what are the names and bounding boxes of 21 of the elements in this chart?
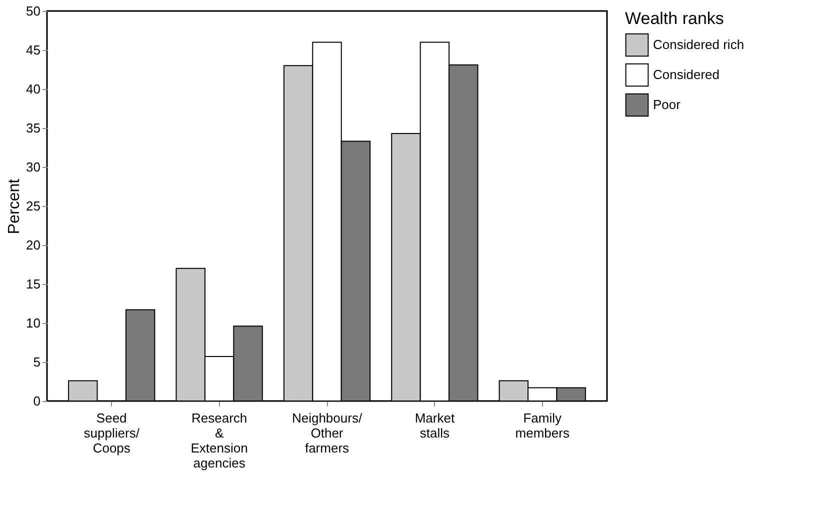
x-tick-label: Research & Extension agencies: [190, 410, 248, 470]
y-tick-label: 5: [33, 354, 40, 370]
x-tick-label: Neighbours/ Other farmers: [292, 410, 362, 456]
y-tick-label: 40: [26, 82, 40, 96]
y-axis-title: Percent: [6, 178, 24, 234]
legend-label: Considered: [653, 67, 720, 82]
x-tick-label: Family members: [515, 410, 570, 440]
y-tick-label: 45: [26, 42, 40, 58]
y-tick-label: 10: [26, 316, 40, 330]
legend-title: Wealth ranks: [625, 9, 724, 28]
legend-label: Considered rich: [653, 37, 744, 52]
y-tick-label: 50: [26, 4, 40, 18]
y-tick-label: 35: [26, 120, 40, 136]
legend-label: Poor: [653, 97, 682, 112]
y-tick-label: 15: [26, 276, 40, 292]
y-tick-label: 0: [33, 394, 40, 408]
x-tick-label: Seed suppliers/ Coops: [84, 410, 140, 456]
y-tick-label: 20: [26, 238, 40, 252]
x-tick-label: Market stalls: [414, 410, 455, 440]
y-tick-label: 30: [26, 160, 40, 174]
y-tick-label: 25: [26, 198, 40, 214]
